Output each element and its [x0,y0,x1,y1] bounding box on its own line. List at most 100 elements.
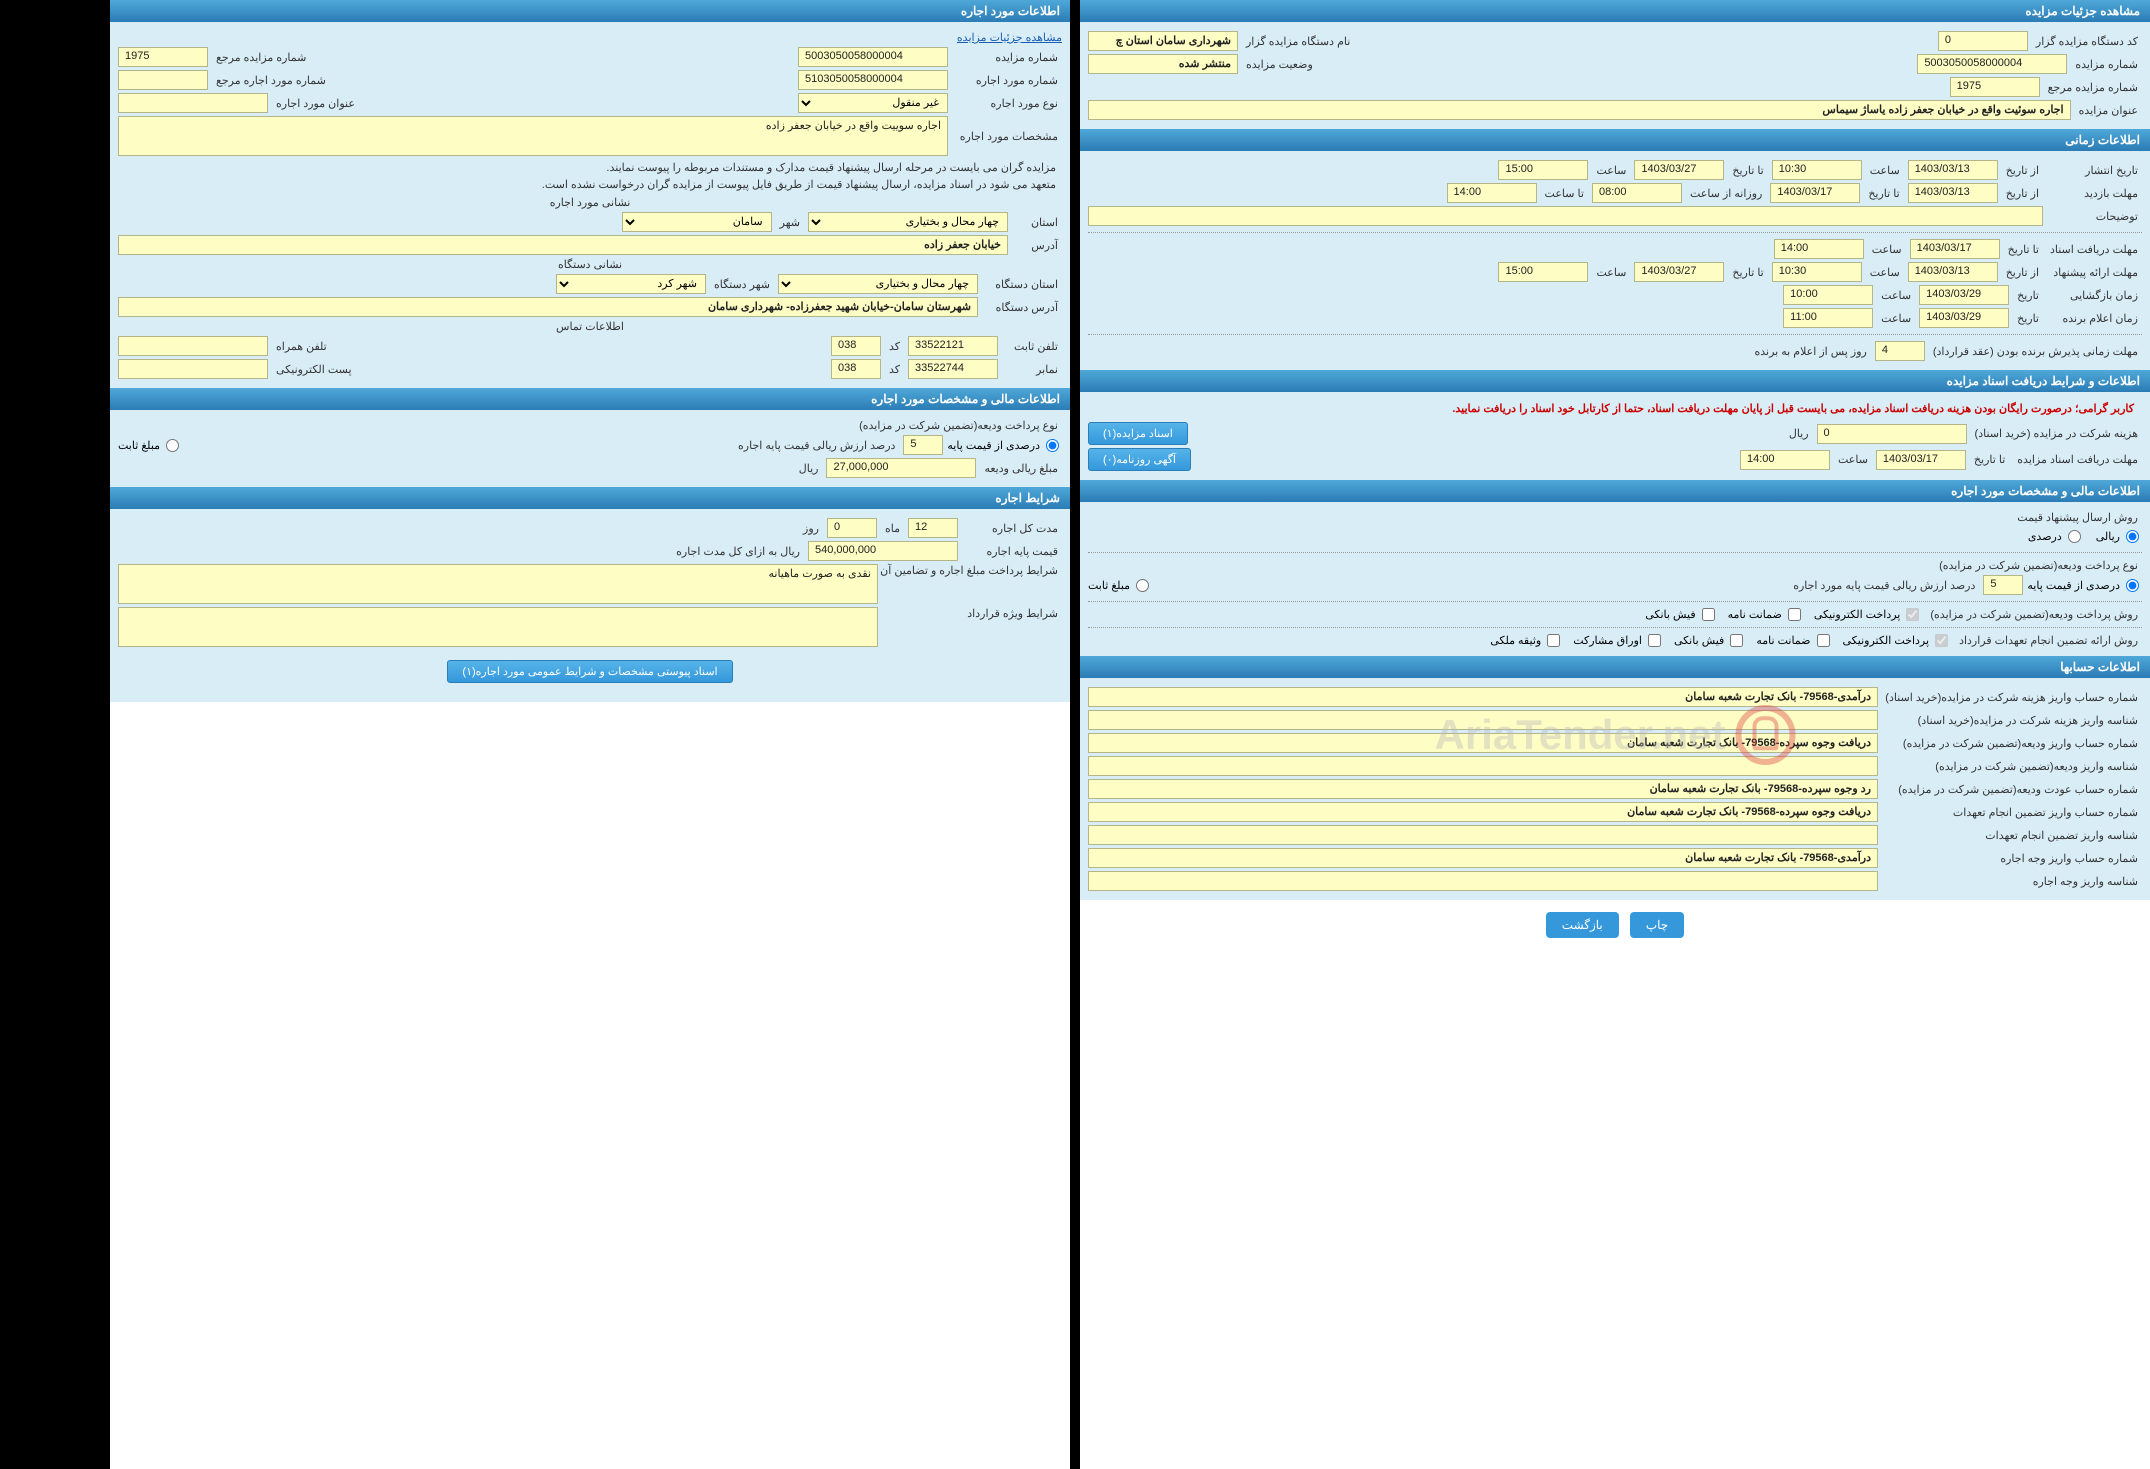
fld-acc2 [1088,710,1878,730]
radio-base-pct[interactable]: درصدی از قیمت پایه [2027,579,2142,592]
sel-dev-province[interactable]: چهار محال و بختیاری [778,274,978,294]
chk-epay[interactable]: پرداخت الکترونیکی [1814,608,1923,621]
fld-visit-daily-to: 14:00 [1447,183,1537,203]
lbl-special: شرایط ویژه قرارداد [882,607,1062,620]
fld-fee: 0 [1817,424,1967,444]
radio-pct[interactable]: درصدی [2028,530,2084,543]
sel-city[interactable]: سامان [622,212,772,232]
chk-bank2[interactable]: فیش بانکی [1674,634,1746,647]
chk-guarantee2-input[interactable] [1817,634,1830,647]
lbl-status: وضعیت مزایده [1242,58,1317,71]
radio-fixed[interactable]: مبلغ ثابت [1088,579,1152,592]
chk-guarantee-input[interactable] [1788,608,1801,621]
fld-open-t: 10:00 [1783,285,1873,305]
chk-epay2-input[interactable] [1935,634,1948,647]
btn-auction-docs[interactable]: اسناد مزایده(۱) [1088,422,1188,445]
fld-publish-to-t: 15:00 [1498,160,1588,180]
sel-dev-city[interactable]: شهر کرد [556,274,706,294]
chk-bank2-input[interactable] [1730,634,1743,647]
radio-l-base-pct[interactable]: درصدی از قیمت پایه [947,439,1062,452]
lbl-offer-deadline: مهلت ارائه پیشنهاد [2047,266,2142,279]
lbl-rial2: ریال [795,462,823,475]
section-timing-header: اطلاعات زمانی [1080,129,2150,151]
lbl-to3: تا تاریخ [2004,243,2043,256]
lbl-daily-from: روزانه از ساعت [1686,187,1766,200]
lbl-date2: تاریخ [2013,312,2043,325]
lbl-contract-guarantee: روش ارائه تضمین انجام تعهدات قرارداد [1955,634,2142,647]
fld-l-rent-ref-no [118,70,208,90]
chk-guarantee[interactable]: ضمانت نامه [1728,608,1804,621]
section-docs-body: کاربر گرامی؛ درصورت رایگان بودن هزینه در… [1080,392,2150,480]
fld-notes [1088,206,2043,226]
fld-doc-to-t2: 14:00 [1740,450,1830,470]
note2: متعهد می شود در اسناد مزایده، ارسال پیشن… [118,176,1062,193]
chk-guarantee2[interactable]: ضمانت نامه [1756,634,1832,647]
chk-epay-input[interactable] [1906,608,1919,621]
btn-print[interactable]: چاپ [1630,912,1684,938]
lbl-method: روش ارسال پیشنهاد قیمت [2013,511,2142,524]
fld-offer-to-t: 15:00 [1498,262,1588,282]
lbl-l-ref-no: شماره مزایده مرجع [212,51,310,64]
lbl-auction-no: شماره مزایده [2071,58,2142,71]
lbl-ref-no: شماره مزایده مرجع [2044,81,2142,94]
fld-deposit-amt: 27,000,000 [826,458,976,478]
section-l-financial-body: نوع پرداخت ودیعه(تضمین شرکت در مزایده) د… [110,410,1070,487]
radio-pct-input[interactable] [2068,530,2081,543]
lbl-doc-deadline2: مهلت دریافت اسناد مزایده [2013,453,2142,466]
chk-property-input[interactable] [1547,634,1560,647]
sel-l-type[interactable]: غیر منقول [798,93,948,113]
fld-publish-to: 1403/03/27 [1634,160,1724,180]
lbl-fax: نمابر [1002,363,1062,376]
btn-newspaper-ad[interactable]: آگهی روزنامه(۰) [1088,448,1191,471]
radio-rial-input[interactable] [2126,530,2139,543]
lbl-time2: ساعت [1592,164,1630,177]
note1: مزایده گران می بایست در مرحله ارسال پیشن… [118,159,1062,176]
fld-org-name: شهرداری سامان استان چ [1088,31,1238,51]
btn-back[interactable]: بازگشت [1546,912,1619,938]
lbl-from: از تاریخ [2002,164,2043,177]
lbl-city: شهر [776,216,804,229]
radio-fixed-input[interactable] [1136,579,1149,592]
lbl-dev-addr: آدرس دستگاه [982,301,1062,314]
lbl-time7: ساعت [1877,312,1915,325]
section-accounts-header: اطلاعات حسابها [1080,656,2150,678]
fld-ref-no: 1975 [1950,77,2040,97]
section-rent-info-body: مشاهده جزئیات مزایده شماره مزایده 500305… [110,22,1070,388]
lbl-acc6: شماره حساب واریز تضمین انجام تعهدات [1882,806,2142,819]
fld-acc7 [1088,825,1878,845]
fld-org-code: 0 [1938,31,2028,51]
lbl-dev-city: شهر دستگاه [710,278,774,291]
chk-bank-input[interactable] [1702,608,1715,621]
link-details[interactable]: مشاهده جزئیات مزایده [957,31,1062,44]
chk-securities-input[interactable] [1648,634,1661,647]
chk-epay2[interactable]: پرداخت الکترونیکی [1843,634,1952,647]
sel-province[interactable]: چهار محال و بختیاری [808,212,1008,232]
radio-base-pct-input[interactable] [2126,579,2139,592]
lbl-contact-title: اطلاعات تماس [552,320,628,333]
section-rent-terms-header: شرایط اجاره [110,487,1070,509]
chk-securities[interactable]: اوراق مشارکت [1573,634,1664,647]
lbl-base-price: قیمت پایه اجاره [962,545,1062,558]
chk-property[interactable]: وثیقه ملکی [1490,634,1563,647]
fld-offer-to: 1403/03/27 [1634,262,1724,282]
lbl-notes: توضیحات [2047,210,2142,223]
fld-fax-code: 038 [831,359,881,379]
lbl-day: روز [799,522,823,535]
lbl-time1: ساعت [1866,164,1904,177]
fld-special [118,607,878,647]
fld-doc-to2: 1403/03/17 [1876,450,1966,470]
fld-base-pct: 5 [1983,575,2023,595]
radio-l-base-pct-input[interactable] [1046,439,1059,452]
lbl-from2: از تاریخ [2002,187,2043,200]
radio-l-fixed[interactable]: مبلغ ثابت [118,439,182,452]
lbl-l-rent-ref-no: شماره مورد اجاره مرجع [212,74,330,87]
chk-bank[interactable]: فیش بانکی [1645,608,1717,621]
radio-rial[interactable]: ریالی [2096,530,2142,543]
lbl-subject: عنوان مزایده [2075,104,2142,117]
radio-l-fixed-input[interactable] [166,439,179,452]
lbl-to5: تا تاریخ [1970,453,2009,466]
lbl-l-base-pct-unit: درصد ارزش ریالی قیمت پایه اجاره [734,439,899,452]
lbl-date1: تاریخ [2013,289,2043,302]
fld-l-auction-no: 5003050058000004 [798,47,948,67]
btn-attach-docs[interactable]: اسناد پیوستی مشخصات و شرایط عمومی مورد ا… [447,660,732,683]
